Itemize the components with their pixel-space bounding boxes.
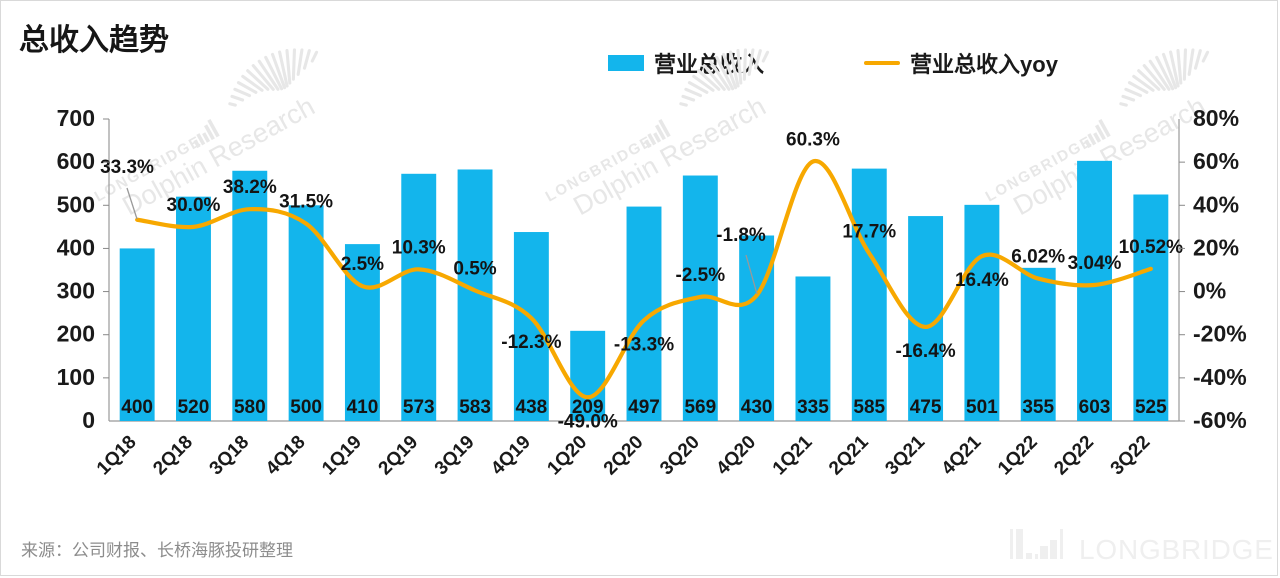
svg-text:-16.4%: -16.4% <box>895 341 955 362</box>
svg-text:1Q22: 1Q22 <box>994 432 1042 480</box>
svg-text:10.3%: 10.3% <box>392 237 446 258</box>
svg-text:4Q20: 4Q20 <box>712 432 760 480</box>
svg-text:31.5%: 31.5% <box>279 192 333 213</box>
svg-text:80%: 80% <box>1193 105 1239 131</box>
svg-text:500: 500 <box>290 397 322 418</box>
svg-text:17.7%: 17.7% <box>842 221 896 242</box>
svg-text:30.0%: 30.0% <box>167 195 221 216</box>
svg-text:600: 600 <box>57 148 95 174</box>
svg-text:-12.3%: -12.3% <box>501 332 561 353</box>
svg-text:-60%: -60% <box>1193 407 1247 433</box>
svg-text:60.3%: 60.3% <box>786 130 840 151</box>
svg-text:585: 585 <box>853 397 885 418</box>
svg-text:-13.3%: -13.3% <box>614 334 674 355</box>
svg-text:3.04%: 3.04% <box>1068 253 1122 274</box>
svg-text:3Q20: 3Q20 <box>656 432 704 480</box>
svg-text:2Q22: 2Q22 <box>1050 432 1098 480</box>
svg-text:16.4%: 16.4% <box>955 270 1009 291</box>
svg-text:3Q18: 3Q18 <box>206 432 254 480</box>
svg-text:-49.0%: -49.0% <box>558 411 618 432</box>
svg-text:-2.5%: -2.5% <box>675 265 725 286</box>
svg-text:497: 497 <box>628 397 660 418</box>
svg-text:200: 200 <box>57 321 95 347</box>
svg-text:335: 335 <box>797 397 829 418</box>
svg-text:603: 603 <box>1079 397 1111 418</box>
svg-text:520: 520 <box>178 397 210 418</box>
svg-text:60%: 60% <box>1193 148 1239 174</box>
svg-text:0: 0 <box>82 407 95 433</box>
svg-text:2Q20: 2Q20 <box>600 432 648 480</box>
svg-text:3Q21: 3Q21 <box>881 431 929 479</box>
svg-text:0.5%: 0.5% <box>453 258 496 279</box>
svg-text:0%: 0% <box>1193 278 1226 304</box>
svg-text:2Q21: 2Q21 <box>825 431 873 479</box>
svg-text:700: 700 <box>57 105 95 131</box>
svg-text:355: 355 <box>1022 397 1054 418</box>
svg-text:573: 573 <box>403 397 435 418</box>
svg-text:-1.8%: -1.8% <box>716 225 766 246</box>
svg-text:4Q19: 4Q19 <box>487 432 535 480</box>
svg-text:580: 580 <box>234 397 266 418</box>
svg-text:430: 430 <box>741 397 773 418</box>
svg-text:1Q20: 1Q20 <box>543 432 591 480</box>
svg-text:2Q18: 2Q18 <box>149 432 197 480</box>
svg-text:475: 475 <box>910 397 942 418</box>
svg-text:40%: 40% <box>1193 191 1239 217</box>
svg-text:10.52%: 10.52% <box>1119 237 1184 258</box>
svg-text:500: 500 <box>57 191 95 217</box>
svg-text:1Q19: 1Q19 <box>318 432 366 480</box>
svg-text:20%: 20% <box>1193 234 1239 260</box>
svg-text:525: 525 <box>1135 397 1167 418</box>
svg-text:-20%: -20% <box>1193 321 1247 347</box>
svg-text:300: 300 <box>57 278 95 304</box>
svg-text:-40%: -40% <box>1193 364 1247 390</box>
svg-text:438: 438 <box>516 397 548 418</box>
svg-text:6.02%: 6.02% <box>1011 247 1065 268</box>
svg-text:33.3%: 33.3% <box>100 157 154 178</box>
svg-text:4Q21: 4Q21 <box>938 431 986 479</box>
svg-text:3Q22: 3Q22 <box>1107 432 1155 480</box>
svg-text:501: 501 <box>966 397 998 418</box>
svg-text:4Q18: 4Q18 <box>262 432 310 480</box>
svg-text:583: 583 <box>459 397 491 418</box>
svg-text:400: 400 <box>57 234 95 260</box>
svg-text:2.5%: 2.5% <box>341 254 384 275</box>
svg-text:3Q19: 3Q19 <box>431 432 479 480</box>
svg-text:569: 569 <box>684 397 716 418</box>
svg-text:400: 400 <box>121 397 153 418</box>
svg-text:100: 100 <box>57 364 95 390</box>
svg-text:410: 410 <box>347 397 379 418</box>
svg-text:LONGBRIDGE: LONGBRIDGE <box>1079 534 1274 565</box>
svg-text:1Q18: 1Q18 <box>93 432 141 480</box>
svg-text:38.2%: 38.2% <box>223 177 277 198</box>
svg-text:1Q21: 1Q21 <box>769 431 817 479</box>
svg-text:2Q19: 2Q19 <box>375 432 423 480</box>
